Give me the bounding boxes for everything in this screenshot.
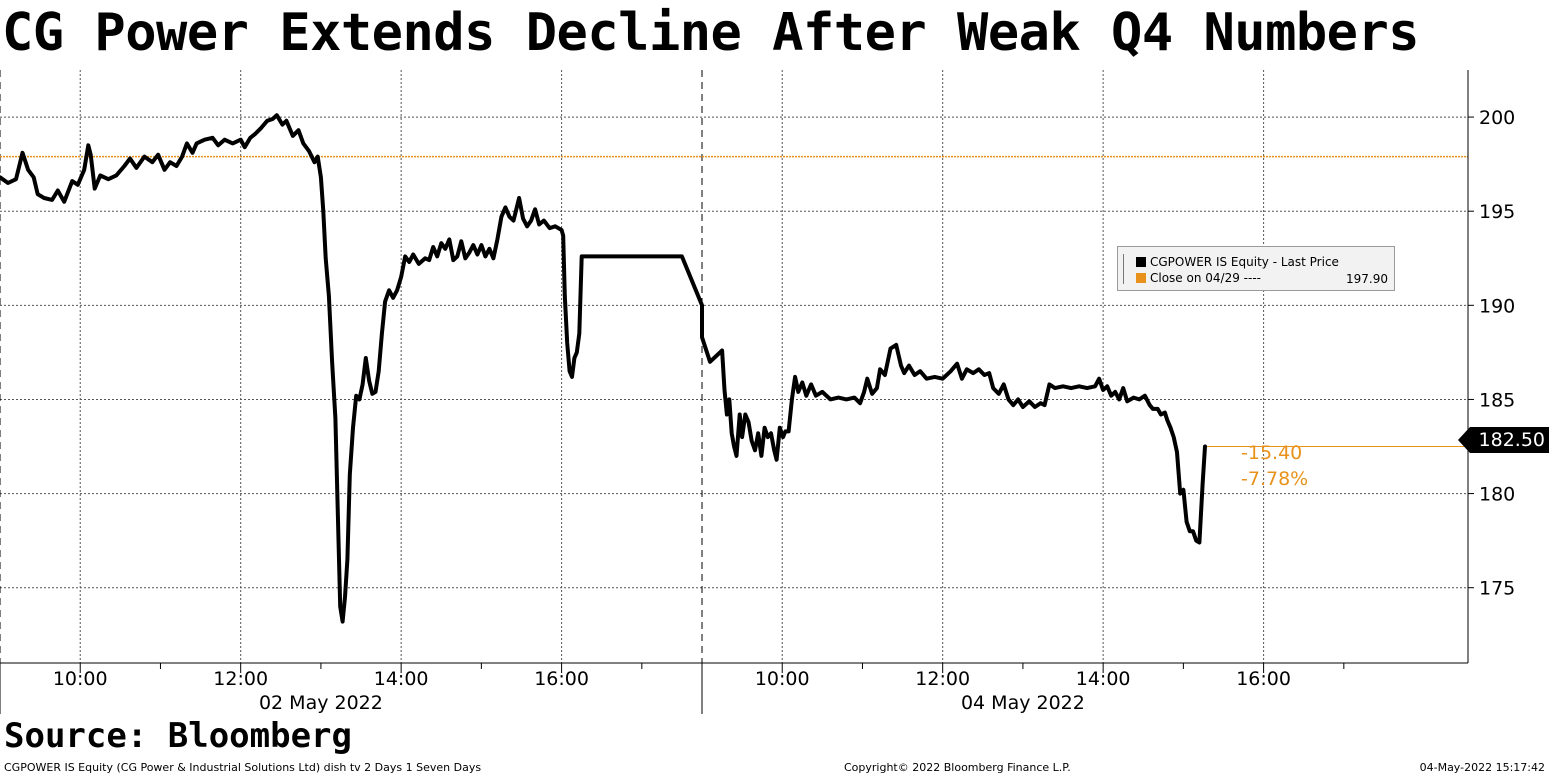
y-tick-label: 185 (1479, 389, 1515, 411)
y-tick-label: 195 (1479, 201, 1515, 223)
legend-swatch-orange (1136, 273, 1146, 283)
day-label: 04 May 2022 (961, 692, 1085, 714)
x-tick-label: 16:00 (1236, 668, 1291, 690)
legend-entry-last-price: CGPOWER IS Equity - Last Price (1136, 255, 1339, 270)
last-price-badge: 182.50 (1458, 427, 1549, 453)
legend-swatch-black (1136, 257, 1146, 267)
x-tick-label: 14:00 (1076, 668, 1131, 690)
legend-label-close: Close on 04/29 ---- (1150, 271, 1261, 285)
source-label: Source: Bloomberg (4, 716, 352, 756)
chart-title: CG Power Extends Decline After Weak Q4 N… (2, 3, 1420, 63)
day-label: 02 May 2022 (259, 692, 383, 714)
legend-handle (1123, 254, 1124, 284)
y-tick-label: 200 (1479, 107, 1515, 129)
change-absolute: -15.40 (1241, 442, 1303, 464)
change-percent: -7.78% (1241, 468, 1309, 490)
reference-lines (0, 155, 1468, 448)
x-tick-label: 12:00 (915, 668, 970, 690)
footer-security: CGPOWER IS Equity (CG Power & Industrial… (4, 761, 482, 774)
x-tick-label: 16:00 (534, 668, 589, 690)
legend-label-last-price: CGPOWER IS Equity - Last Price (1150, 255, 1339, 269)
legend-close-value: 197.90 (1346, 272, 1388, 286)
y-tick-label: 190 (1479, 295, 1515, 317)
price-series (0, 113, 1207, 624)
x-tick-label: 10:00 (53, 668, 108, 690)
price-line (0, 113, 1207, 624)
x-tick-label: 12:00 (213, 668, 268, 690)
y-tick-label: 175 (1479, 578, 1515, 600)
x-tick-label: 14:00 (374, 668, 429, 690)
grid (0, 70, 1468, 663)
y-tick-label: 180 (1479, 484, 1515, 506)
legend: CGPOWER IS Equity - Last Price Close on … (1117, 246, 1395, 291)
legend-entry-close: Close on 04/29 ---- (1136, 271, 1261, 286)
x-tick-label: 10:00 (755, 668, 810, 690)
footer-timestamp: 04-May-2022 15:17:42 (1419, 761, 1545, 774)
footer-copyright: Copyright© 2022 Bloomberg Finance L.P. (844, 761, 1071, 774)
axes: 175 180 185 190 195 200 10:00 12:00 14:00 16:00 02… (0, 70, 1515, 714)
